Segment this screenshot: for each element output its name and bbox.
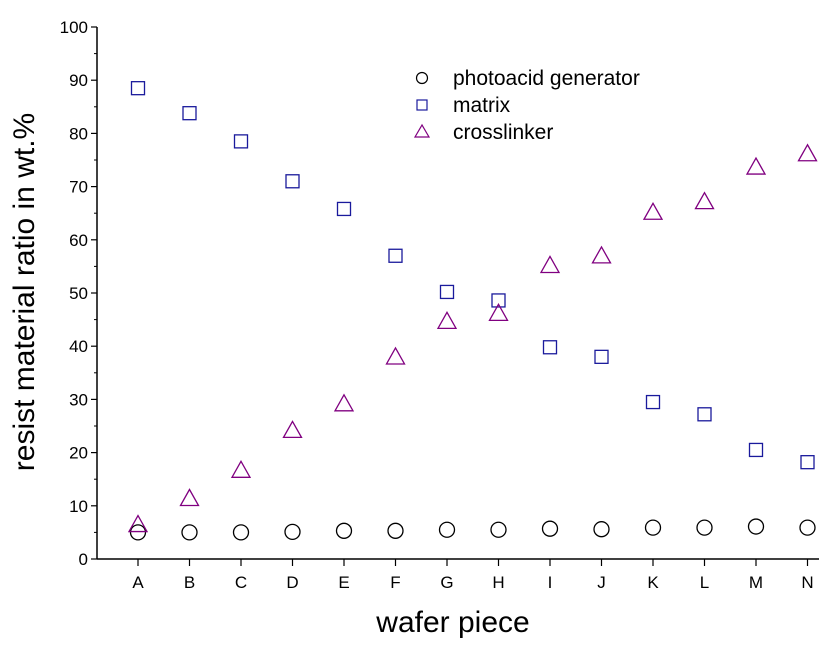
y-tick-label: 20: [69, 444, 88, 463]
circle-point: [438, 521, 456, 538]
triangle-point: [385, 346, 406, 365]
legend: photoacid generator matrix crosslinker: [413, 67, 640, 144]
triangle-point: [591, 245, 612, 264]
legend-label: matrix: [453, 94, 511, 117]
square-point: [542, 340, 558, 355]
x-tick-label: M: [749, 573, 763, 592]
triangle-point: [694, 191, 715, 210]
circle-point: [490, 521, 507, 538]
y-tick-label: 60: [69, 231, 88, 250]
y-tick-label: 50: [69, 284, 88, 303]
x-tick-label: A: [132, 573, 144, 592]
x-tick-label: L: [700, 573, 709, 592]
legend-item: matrix: [416, 94, 511, 117]
square-point: [439, 284, 455, 300]
y-tick-label: 70: [69, 178, 88, 197]
square-point: [594, 349, 609, 364]
legend-marker-square: [416, 99, 428, 111]
x-tick-label: I: [548, 573, 553, 592]
triangle-point: [797, 143, 818, 162]
x-tick-label: F: [390, 573, 400, 592]
y-tick-label: 80: [69, 124, 88, 143]
circle-point: [232, 524, 250, 541]
square-point: [130, 81, 146, 96]
y-tick-label: 30: [69, 390, 88, 409]
y-tick-label: 10: [69, 497, 88, 516]
y-tick-label: 90: [69, 71, 88, 90]
series-triangle: [127, 143, 818, 533]
square-point: [182, 106, 197, 121]
legend-marker-circle: [415, 71, 429, 85]
circle-point: [181, 524, 198, 541]
circle-point: [593, 521, 610, 538]
series-circle: [129, 518, 816, 541]
y-tick-label: 40: [69, 337, 88, 356]
x-tick-label: D: [286, 573, 298, 592]
square-point: [491, 293, 506, 308]
legend-marker-triangle: [413, 123, 431, 138]
legend-label: crosslinker: [453, 121, 553, 144]
square-point: [697, 407, 712, 422]
triangle-point: [488, 303, 509, 322]
x-tick-label: H: [492, 573, 504, 592]
circle-point: [129, 524, 147, 541]
square-point: [285, 174, 300, 189]
data-series: [127, 81, 818, 541]
axes: 0 10 20 30 40 50 60 70 80 90 100 A B C D E F G H I J K L M N: [60, 18, 819, 592]
triangle-point: [745, 156, 767, 175]
triangle-point: [179, 488, 200, 507]
y-axis-title: resist material ratio in wt.%: [8, 113, 41, 471]
y-tick-label: 0: [79, 550, 88, 569]
legend-item: crosslinker: [413, 121, 553, 144]
x-tick-label: G: [440, 573, 453, 592]
x-axis-title: wafer piece: [375, 606, 529, 639]
triangle-point: [282, 420, 303, 439]
series-square: [130, 81, 815, 470]
circle-point: [799, 519, 816, 536]
x-tick-label: B: [184, 573, 195, 592]
triangle-point: [333, 393, 355, 412]
x-tick-label: N: [801, 573, 813, 592]
circle-point: [747, 518, 765, 535]
square-point: [233, 134, 249, 149]
square-point: [748, 442, 764, 458]
square-point: [388, 248, 403, 263]
circle-point: [696, 519, 713, 536]
triangle-point: [436, 311, 458, 329]
x-tick-label: J: [597, 573, 606, 592]
circle-point: [387, 522, 404, 539]
triangle-point: [539, 255, 561, 274]
square-point: [336, 201, 352, 217]
triangle-point: [127, 514, 149, 533]
triangle-point: [230, 459, 252, 478]
circle-point: [335, 522, 353, 539]
circle-point: [644, 519, 662, 536]
square-point: [645, 394, 661, 410]
x-tick-label: E: [338, 573, 349, 592]
legend-label: photoacid generator: [453, 67, 640, 90]
triangle-point: [642, 201, 664, 220]
x-tick-label: K: [647, 573, 659, 592]
square-point: [800, 455, 815, 470]
legend-item: photoacid generator: [415, 67, 640, 90]
circle-point: [284, 523, 301, 541]
y-tick-label: 100: [60, 18, 88, 37]
circle-point: [541, 520, 559, 537]
x-tick-label: C: [235, 573, 247, 592]
